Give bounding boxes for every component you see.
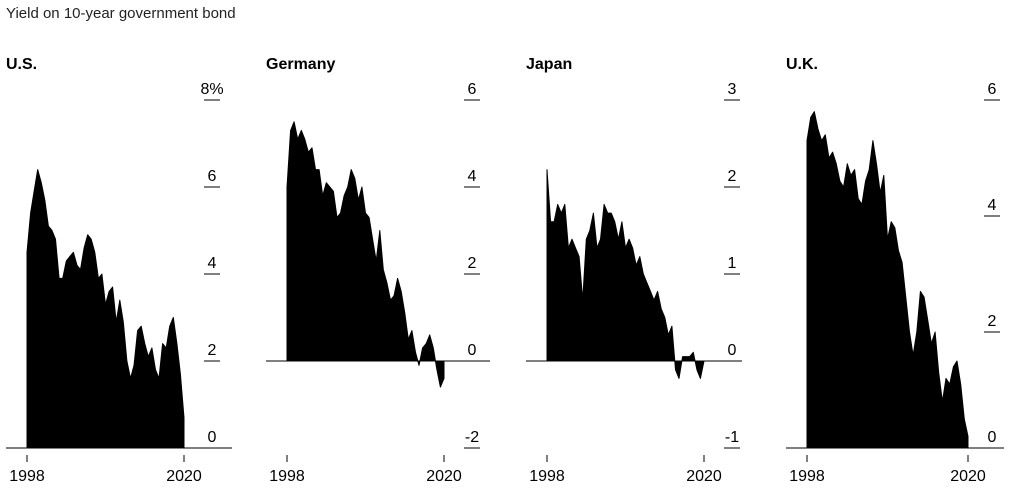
chart-panel-1: Germany -2 0 2 4 6 1998 2020 (266, 56, 490, 485)
series-area (26, 169, 185, 449)
y-tick-label: 0 (468, 342, 477, 359)
series-area (286, 121, 445, 388)
x-tick-label: 1998 (529, 468, 565, 485)
x-tick-label: 2020 (166, 468, 202, 485)
y-tick-label: 6 (468, 81, 477, 98)
panel-title: U.S. (6, 56, 37, 73)
y-tick-label: 2 (988, 313, 997, 330)
x-tick-label: 2020 (686, 468, 722, 485)
y-tick-label: 4 (208, 255, 217, 272)
y-tick-label: 1 (728, 255, 737, 272)
chart-subtitle: Yield on 10-year government bond (6, 5, 236, 22)
y-tick-label: 8% (200, 81, 223, 98)
y-tick-label: 6 (988, 81, 997, 98)
chart-panel-2: Japan -1 0 1 2 3 1998 2020 (526, 56, 742, 485)
series-area (806, 111, 969, 449)
y-tick-label: 0 (208, 429, 217, 446)
y-tick-label: 6 (208, 168, 217, 185)
y-tick-label: 0 (988, 429, 997, 446)
x-tick-label: 1998 (269, 468, 305, 485)
chart-panel-0: U.S. 0 2 4 6 8% 1998 2020 (6, 56, 232, 485)
x-tick-label: 1998 (789, 468, 825, 485)
panel-title: U.K. (786, 56, 818, 73)
y-tick-label: 4 (468, 168, 477, 185)
panel-title: Germany (266, 56, 335, 73)
y-tick-label: -1 (725, 429, 739, 446)
series-area (546, 169, 705, 379)
y-tick-label: 2 (468, 255, 477, 272)
chart-panel-3: U.K. 0 2 4 6 1998 2020 (786, 56, 1004, 485)
y-tick-label: 4 (988, 197, 997, 214)
y-tick-label: 0 (728, 342, 737, 359)
y-tick-label: 3 (728, 81, 737, 98)
x-tick-label: 2020 (426, 468, 462, 485)
y-tick-label: -2 (465, 429, 479, 446)
y-tick-label: 2 (728, 168, 737, 185)
panel-title: Japan (526, 56, 572, 73)
y-tick-label: 2 (208, 342, 217, 359)
x-tick-label: 2020 (950, 468, 986, 485)
x-tick-label: 1998 (9, 468, 45, 485)
